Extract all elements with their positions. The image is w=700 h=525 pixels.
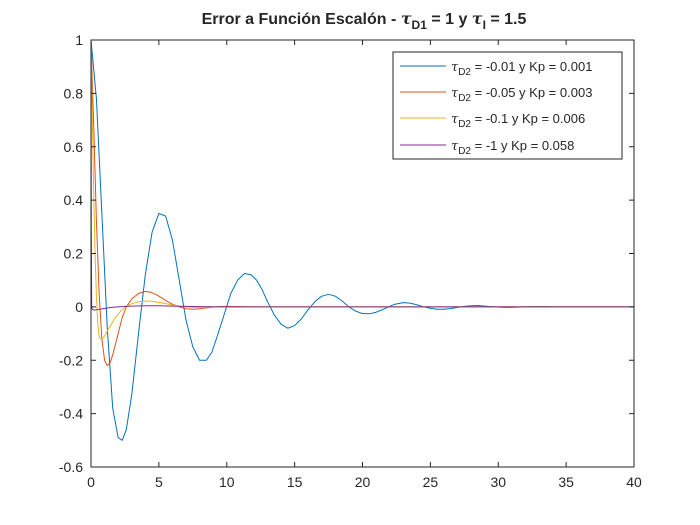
y-tick-label: 0 [75,299,83,315]
legend-sub-1: D2 [458,67,471,78]
legend-text-2: = -0.05 y Kp = 0.003 [471,85,592,100]
legend-entry-1: τD2 = -0.01 y Kp = 0.001 [400,59,592,78]
legend-entry-4: τD2 = -1 y Kp = 0.058 [400,138,574,157]
x-tick-label: 25 [423,474,439,490]
legend-entry-2: τD2 = -0.05 y Kp = 0.003 [400,85,592,104]
y-tick-label: 0.2 [64,246,84,262]
legend-sub-3: D2 [458,119,471,130]
title-tau-1: τ [401,9,412,28]
title-sub-1: D1 [412,18,428,32]
legend: τD2 = -0.01 y Kp = 0.001 τD2 = -0.05 y K… [392,51,623,160]
y-tick-label: -0.2 [59,352,83,368]
x-tick-label: 20 [355,474,371,490]
x-tick-label: 0 [87,474,95,490]
title-end: = 1.5 [486,11,527,28]
axis-ticks: 0 5 10 15 20 25 30 35 40 -0.6 -0.4 -0.2 0 0.2 0.4 0.6 0.… [59,32,642,490]
x-tick-label: 40 [626,474,642,490]
y-tick-label: -0.4 [59,406,83,422]
title-main: Error a Función Escalón - [202,11,401,28]
title-tau-2: τ [472,9,483,28]
legend-label-3: τD2 = -0.1 y Kp = 0.006 [451,111,585,130]
legend-sub-2: D2 [458,93,471,104]
legend-label-4: τD2 = -1 y Kp = 0.058 [451,138,574,157]
chart-title: Error a Función Escalón - τD1 = 1 y τI =… [202,9,527,32]
legend-label-1: τD2 = -0.01 y Kp = 0.001 [451,59,592,78]
legend-box [392,51,623,160]
legend-tau-3: τ [451,112,459,127]
legend-tau-2: τ [451,86,459,101]
x-tick-label: 15 [287,474,303,490]
legend-tau-4: τ [451,139,459,154]
legend-entry-3: τD2 = -0.1 y Kp = 0.006 [400,111,585,130]
legend-text-4: = -1 y Kp = 0.058 [471,138,574,153]
y-tick-label: 0.8 [64,85,84,101]
y-tick-label: 0.4 [64,192,84,208]
series-lines [91,40,634,441]
y-tick-label: 0.6 [64,139,84,155]
series-line-4 [91,40,634,311]
x-tick-label: 10 [219,474,235,490]
y-tick-label: -0.6 [59,459,83,475]
legend-text-3: = -0.1 y Kp = 0.006 [471,111,585,126]
legend-label-2: τD2 = -0.05 y Kp = 0.003 [451,85,592,104]
x-tick-label: 30 [490,474,506,490]
legend-text-1: = -0.01 y Kp = 0.001 [471,59,592,74]
y-tick-label: 1 [75,32,83,48]
title-mid: = 1 y [427,11,472,28]
title-sub-2: I [483,18,486,32]
x-tick-label: 5 [155,474,163,490]
legend-tau-1: τ [451,60,459,75]
x-tick-label: 35 [558,474,574,490]
legend-sub-4: D2 [458,146,471,157]
